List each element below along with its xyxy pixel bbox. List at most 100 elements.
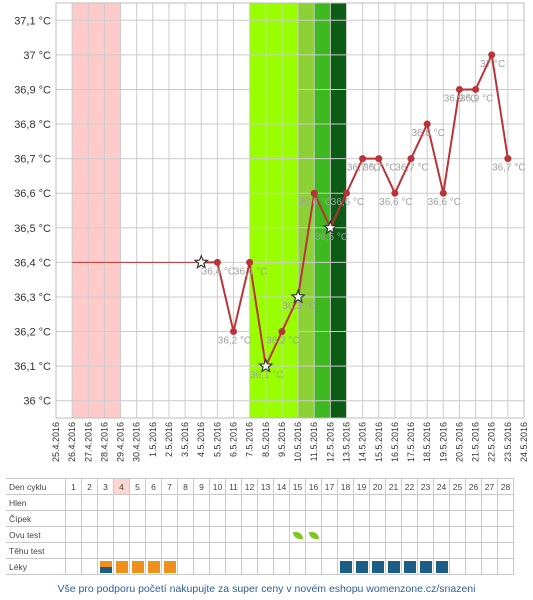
table-cell: [81, 558, 98, 575]
table-cell: [449, 542, 466, 559]
cycle-day-cell: 7: [161, 478, 178, 495]
plot-border: [55, 2, 525, 419]
cycle-day-cell: 24: [433, 478, 450, 495]
table-cell: [65, 526, 82, 543]
table-cell: [369, 558, 386, 575]
table-cell: [321, 494, 338, 511]
table-cell: [289, 510, 306, 527]
table-row-label: Těhu test: [6, 542, 66, 559]
table-cell: [417, 510, 434, 527]
y-tick-label: 36,8 °C: [14, 119, 51, 131]
table-cell: [161, 526, 178, 543]
table-cell: [97, 542, 114, 559]
temperature-value-label: 36,7 °C: [363, 163, 396, 174]
x-tick-label: 22.5.2016: [487, 422, 497, 462]
x-tick-label: 29.4.2016: [116, 422, 126, 462]
temperature-point: [439, 189, 447, 197]
table-cell: [369, 542, 386, 559]
cycle-day-cell: 25: [449, 478, 466, 495]
eshop-promo-link[interactable]: Vše pro podporu početí nakupujte za supe…: [57, 583, 476, 595]
table-cell: [337, 526, 354, 543]
table-row: Čípek: [6, 510, 514, 527]
x-tick-label: 21.5.2016: [471, 422, 481, 462]
cycle-day-cell: 27: [481, 478, 498, 495]
table-cell: [289, 526, 306, 543]
x-tick-label: 28.4.2016: [99, 422, 109, 462]
table-cell: [353, 542, 370, 559]
table-cell: [273, 526, 290, 543]
temperature-point-star: [258, 357, 274, 373]
table-cell: [305, 510, 322, 527]
table-row-label: Den cyklu: [6, 478, 66, 495]
table-cell: [465, 526, 482, 543]
temperature-point: [407, 155, 415, 163]
y-tick-label: 36,9 °C: [14, 84, 51, 96]
table-cell: [497, 526, 514, 543]
temperature-point: [423, 120, 431, 128]
cycle-day-cell: 8: [177, 478, 194, 495]
x-tick-label: 1.5.2016: [148, 422, 158, 457]
table-cell: [209, 526, 226, 543]
table-cell: [273, 510, 290, 527]
table-cell: [449, 526, 466, 543]
x-tick-label: 11.5.2016: [309, 422, 319, 461]
table-cell: [401, 494, 418, 511]
table-cell: [193, 558, 210, 575]
table-cell: [65, 494, 82, 511]
cycle-day-cell: 13: [257, 478, 274, 495]
x-tick-label: 5.5.2016: [212, 422, 222, 457]
table-cell: [369, 494, 386, 511]
table-row-label: Čípek: [6, 510, 66, 527]
table-cell: [113, 558, 130, 575]
table-cell: [353, 526, 370, 543]
cycle-day-cell: 22: [401, 478, 418, 495]
table-cell: [433, 558, 450, 575]
table-cell: [385, 510, 402, 527]
temperature-point-star: [193, 254, 209, 269]
table-cell: [449, 558, 466, 575]
table-cell: [145, 494, 162, 511]
table-cell: [129, 494, 146, 511]
x-tick-label: 25.4.2016: [51, 422, 61, 462]
table-cell: [497, 510, 514, 527]
temperature-markers: [193, 51, 512, 373]
phase-band-3: [298, 3, 315, 418]
medication-marker: [99, 560, 112, 573]
temperature-value-label: 36,6 °C: [379, 197, 412, 208]
table-cell: [129, 510, 146, 527]
table-cell: [161, 542, 178, 559]
table-cell: [305, 494, 322, 511]
table-cell: [113, 510, 130, 527]
table-cell: [145, 510, 162, 527]
temperature-point: [342, 189, 350, 197]
table-cell: [209, 494, 226, 511]
cycle-day-cell: 18: [337, 478, 354, 495]
cycle-day-cell: 14: [273, 478, 290, 495]
x-tick-label: 17.5.2016: [406, 422, 416, 462]
medication-marker: [115, 560, 128, 573]
x-tick-label: 23.5.2016: [503, 422, 513, 462]
medication-marker: [339, 560, 352, 573]
table-cell: [65, 542, 82, 559]
x-tick-label: 20.5.2016: [454, 422, 464, 462]
table-cell: [417, 542, 434, 559]
x-tick-label: 13.5.2016: [341, 422, 351, 462]
temperature-point: [246, 258, 254, 266]
table-cell: [337, 558, 354, 575]
x-tick-label: 9.5.2016: [277, 422, 287, 457]
x-tick-label: 16.5.2016: [390, 422, 400, 462]
table-row: Ovu test: [6, 526, 514, 543]
temperature-value-label: 36,3 °C: [282, 301, 315, 312]
y-tick-label: 36,6 °C: [14, 188, 51, 200]
temperature-value-label: 36,4 °C: [202, 266, 235, 277]
cycle-day-cell: 12: [241, 478, 258, 495]
table-cell: [385, 526, 402, 543]
table-cell: [97, 510, 114, 527]
table-cell: [65, 510, 82, 527]
temperature-series-line: [201, 51, 509, 370]
temperature-value-label: 36,8 °C: [411, 128, 444, 139]
x-tick-label: 10.5.2016: [293, 422, 303, 462]
table-cell: [305, 526, 322, 543]
medication-marker: [419, 560, 432, 573]
table-cell: [177, 526, 194, 543]
